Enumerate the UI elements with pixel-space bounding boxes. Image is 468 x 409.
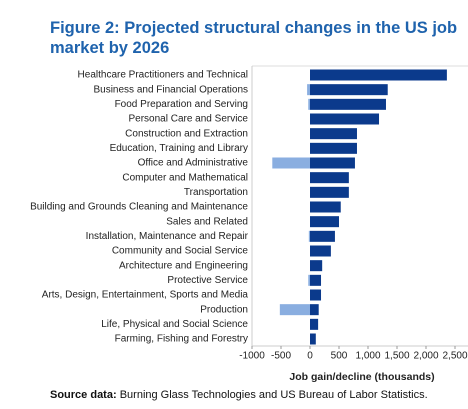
source-text: Burning Glass Technologies and US Bureau… xyxy=(119,389,428,401)
y-tick-label: Computer and Mathematical xyxy=(122,172,248,183)
bar xyxy=(310,230,335,242)
x-tick-label: 0 xyxy=(307,351,313,362)
bar xyxy=(272,157,310,169)
x-tick-label: 500 xyxy=(331,351,348,362)
y-tick-label: Healthcare Practitioners and Technical xyxy=(78,70,248,81)
x-tick-label: -1000 xyxy=(239,351,265,362)
bar xyxy=(310,333,316,345)
bar xyxy=(310,84,388,96)
y-tick-label: Architecture and Engineering xyxy=(119,260,248,271)
bar xyxy=(310,157,355,169)
y-tick-label: Construction and Extraction xyxy=(125,128,248,139)
x-tick-label: 2,000 xyxy=(413,351,438,362)
y-tick-label: Life, Physical and Social Science xyxy=(101,319,248,330)
bar xyxy=(279,304,310,316)
y-tick-label: Office and Administrative xyxy=(138,158,249,169)
bar xyxy=(310,201,341,213)
bar xyxy=(310,216,339,228)
x-tick-label: 1,000 xyxy=(355,351,380,362)
y-tick-label: Food Preparation and Serving xyxy=(115,99,248,110)
x-tick-label: -500 xyxy=(271,351,291,362)
bar xyxy=(310,274,322,286)
bar xyxy=(308,98,310,110)
source: Source data: Burning Glass Technologies … xyxy=(50,389,428,401)
bar xyxy=(310,289,322,301)
bar xyxy=(310,69,447,81)
bar xyxy=(308,274,310,286)
x-axis-label: Job gain/decline (thousands) xyxy=(289,371,434,383)
y-tick-label: Installation, Maintenance and Repair xyxy=(86,231,249,242)
y-tick-label: Protective Service xyxy=(167,275,248,286)
x-tick-label: 2,500 xyxy=(442,351,467,362)
y-tick-label: Farming, Fishing and Forestry xyxy=(115,334,248,345)
source-label: Source data: xyxy=(50,389,117,401)
y-tick-label: Building and Grounds Cleaning and Mainte… xyxy=(30,202,248,213)
y-tick-label: Personal Care and Service xyxy=(128,114,248,125)
bar xyxy=(310,172,349,184)
x-tick-label: 1,500 xyxy=(384,351,409,362)
y-tick-label: Sales and Related xyxy=(166,216,248,227)
y-tick-label: Arts, Design, Entertainment, Sports and … xyxy=(42,290,249,301)
bar xyxy=(310,98,386,110)
bar xyxy=(310,186,349,198)
bar xyxy=(307,84,310,96)
y-tick-label: Production xyxy=(200,304,248,315)
y-tick-label: Business and Financial Operations xyxy=(93,84,248,95)
bar xyxy=(310,304,319,316)
y-tick-label: Community and Social Service xyxy=(112,246,249,257)
bar xyxy=(310,245,331,257)
bar xyxy=(310,142,357,154)
bar xyxy=(310,318,319,330)
bar xyxy=(310,260,323,272)
bar xyxy=(310,128,357,140)
bar xyxy=(308,230,310,242)
bar xyxy=(310,113,380,125)
chart-title: Figure 2: Projected structural changes i… xyxy=(50,19,458,57)
y-tick-label: Transportation xyxy=(184,187,248,198)
y-tick-label: Education, Training and Library xyxy=(110,143,248,154)
